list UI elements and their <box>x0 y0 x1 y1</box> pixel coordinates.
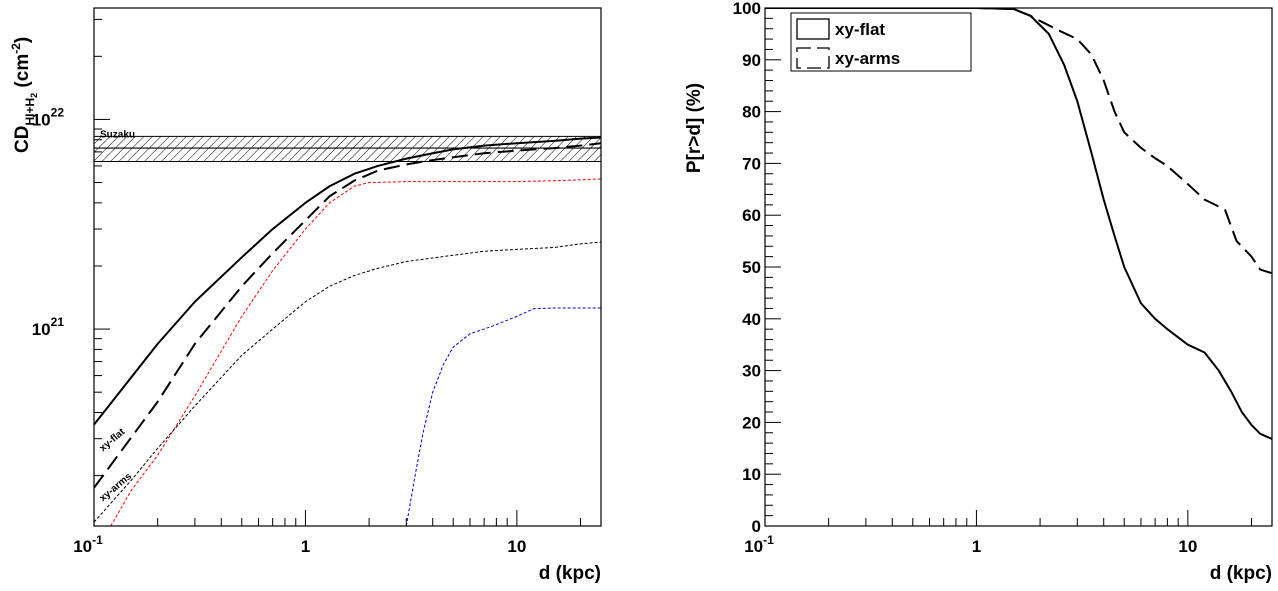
y-tick-label: 30 <box>742 362 761 381</box>
legend: xy-flat xy-arms <box>790 12 972 72</box>
x-tick-label: 10 <box>507 537 526 556</box>
legend-swatch-xy-arms <box>796 47 830 69</box>
series-line-xy-arms <box>765 8 1272 275</box>
x-tick-label: 1 <box>972 537 981 556</box>
left-x-tick-labels: 10-1 1 10 <box>73 533 526 556</box>
left-y-axis <box>94 18 110 477</box>
right-x-axis-title: d (kpc) <box>1210 563 1272 584</box>
right-panel: 10-1 1 10 0 10 20 30 40 50 60 70 80 90 100 d (kpc) P… <box>684 0 1273 584</box>
right-frame <box>764 7 1273 527</box>
y-tick-label: 40 <box>742 310 761 329</box>
x-tick-label: 10 <box>1178 537 1197 556</box>
left-y-tick-labels: 1021 1022 <box>32 105 65 339</box>
legend-box <box>790 12 972 72</box>
series-line-curve-4 <box>405 307 601 526</box>
y-tick-label: 0 <box>752 517 761 536</box>
y-tick-label: 90 <box>742 51 761 70</box>
suzaku-band <box>94 136 601 162</box>
series-line-xy-flat <box>765 8 1272 440</box>
left-frame <box>93 7 602 527</box>
series-line-curve-3 <box>94 241 601 523</box>
y-tick-label: 70 <box>742 154 761 173</box>
y-tick-label: 1022 <box>32 105 65 129</box>
series-line-xy-arms <box>94 142 601 489</box>
right-plot-area <box>765 8 1272 440</box>
left-x-axis-title: d (kpc) <box>539 563 601 584</box>
x-tick-label: 10-1 <box>744 533 774 556</box>
y-tick-label: 10 <box>742 465 761 484</box>
y-tick-label: 20 <box>742 413 761 432</box>
right-y-axis <box>765 7 781 527</box>
series-line-xy-flat <box>94 136 601 426</box>
legend-label-xy-arms: xy-arms <box>835 49 900 68</box>
right-y-axis-title: P[r>d] (%) <box>684 83 705 173</box>
legend-label-xy-flat: xy-flat <box>835 20 885 39</box>
legend-swatch-xy-flat <box>796 18 830 40</box>
left-y-axis-title: CDHI+H2 (cm-2) <box>9 37 39 153</box>
suzaku-label: Suzaku <box>100 129 135 140</box>
series-line-curve-2 <box>110 178 601 526</box>
y-tick-label: 100 <box>733 0 761 18</box>
y-tick-label: 60 <box>742 206 761 225</box>
x-tick-label: 1 <box>301 537 310 556</box>
y-tick-label: 80 <box>742 103 761 122</box>
right-x-tick-labels: 10-1 1 10 <box>744 533 1197 556</box>
right-x-axis <box>764 510 1253 526</box>
y-tick-label: 50 <box>742 258 761 277</box>
right-y-tick-labels: 0 10 20 30 40 50 60 70 80 90 100 <box>733 0 761 536</box>
x-tick-label: 10-1 <box>73 533 103 556</box>
y-tick-label: 1021 <box>32 315 65 339</box>
left-x-axis <box>93 510 582 526</box>
